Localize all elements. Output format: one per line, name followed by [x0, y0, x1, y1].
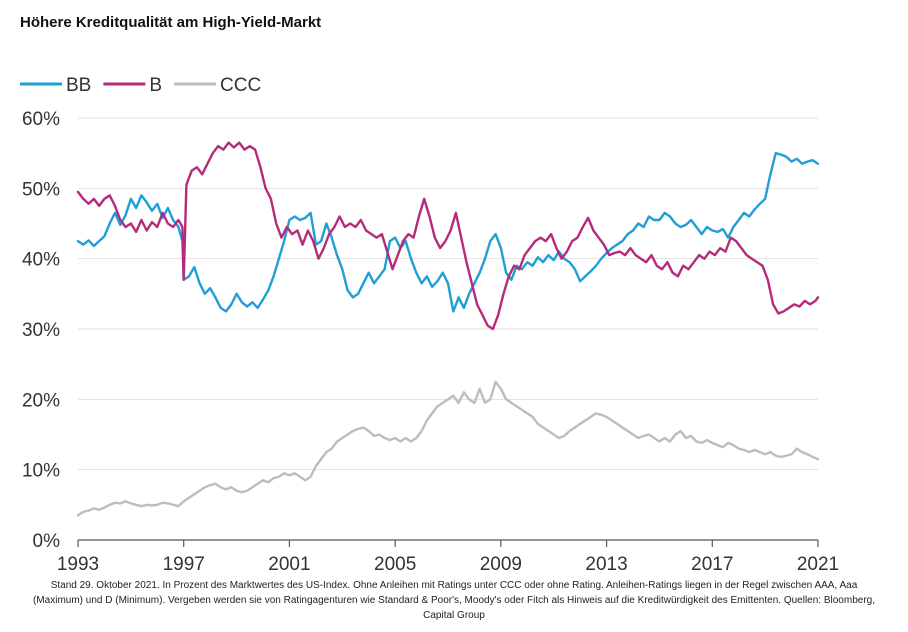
- page-title: Höhere Kreditqualität am High-Yield-Mark…: [20, 14, 322, 31]
- x-tick-label: 1997: [163, 554, 205, 575]
- legend-label-bb: BB: [66, 75, 91, 96]
- y-tick-label: 60%: [22, 109, 60, 130]
- y-tick-label: 20%: [22, 390, 60, 411]
- y-tick-label: 40%: [22, 250, 60, 271]
- x-tick-label: 2005: [374, 554, 416, 575]
- x-tick-label: 2001: [268, 554, 310, 575]
- chart-footnote: Stand 29. Oktober 2021. In Prozent des M…: [33, 580, 875, 621]
- x-tick-label: 2021: [797, 554, 839, 575]
- x-tick-label: 2009: [480, 554, 522, 575]
- chart-series: [76, 141, 820, 517]
- x-tick-label: 2017: [691, 554, 733, 575]
- series-line-ccc: [76, 380, 820, 517]
- line-chart: BB B CCC 0%10%20%30%40%50%60% 1993 1997 2001…: [20, 75, 839, 575]
- chart-gridlines: [78, 117, 818, 541]
- y-tick-label: 0%: [33, 531, 61, 552]
- legend-label-b: B: [149, 75, 162, 96]
- x-tick-label: 2013: [585, 554, 627, 575]
- chart-legend: BB B CCC: [20, 75, 261, 96]
- series-line-bb: [76, 152, 820, 313]
- y-tick-label: 10%: [22, 461, 60, 482]
- y-tick-label: 30%: [22, 320, 60, 341]
- series-line-b: [76, 141, 820, 331]
- legend-label-ccc: CCC: [220, 75, 261, 96]
- x-tick-label: 1993: [57, 554, 99, 575]
- y-axis: 0% 10% 20% 30% 40% 50% 60%: [22, 109, 60, 552]
- x-axis: 1993 1997 2001 2005 2009 2013 2017 2021: [57, 540, 839, 575]
- y-tick-label: 50%: [22, 179, 60, 200]
